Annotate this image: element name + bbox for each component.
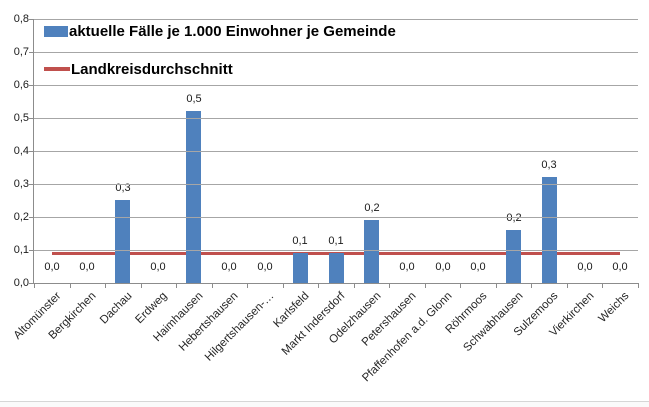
y-tick [29, 151, 34, 152]
bar-value-label: 0,0 [150, 261, 166, 273]
bar-value-label: 0,3 [115, 182, 131, 194]
h-gridline [34, 118, 638, 119]
h-gridline [34, 217, 638, 218]
y-tick-label: 0,5 [13, 112, 29, 124]
x-axis-line [34, 283, 638, 284]
x-tick [212, 283, 213, 288]
y-tick-label: 0,4 [13, 145, 29, 157]
x-tick [247, 283, 248, 288]
y-tick-label: 0,2 [13, 211, 29, 223]
x-tick [567, 283, 568, 288]
bar-value-label: 0,1 [292, 235, 308, 247]
bar-value-label: 0,1 [328, 235, 344, 247]
line-series-label: Landkreisdurchschnitt [71, 60, 233, 78]
bar [364, 220, 379, 283]
x-tick [531, 283, 532, 288]
y-tick-label: 0,0 [13, 277, 29, 289]
h-gridline [34, 250, 638, 251]
h-gridline [34, 85, 638, 86]
bar [506, 230, 521, 283]
bar-value-label: 0,0 [257, 261, 273, 273]
y-tick [29, 250, 34, 251]
y-tick-label: 0,1 [13, 244, 29, 256]
bar-value-label: 0,5 [186, 93, 202, 105]
y-tick-label: 0,6 [13, 79, 29, 91]
x-tick [425, 283, 426, 288]
x-tick [460, 283, 461, 288]
legend-item-average: Landkreisdurchschnitt [44, 60, 233, 78]
category-label: Weichs [596, 290, 632, 326]
y-tick [29, 217, 34, 218]
x-tick [389, 283, 390, 288]
x-tick [283, 283, 284, 288]
bar-series-swatch-icon [44, 25, 68, 37]
bar [186, 111, 201, 283]
y-tick [29, 184, 34, 185]
x-tick [105, 283, 106, 288]
x-tick [602, 283, 603, 288]
x-tick [141, 283, 142, 288]
bar [115, 200, 130, 283]
x-tick [70, 283, 71, 288]
window-bottom-edge [0, 401, 649, 402]
h-gridline [34, 19, 638, 20]
bar-value-label: 0,0 [79, 261, 95, 273]
bar-value-label: 0,0 [44, 261, 60, 273]
bar-value-label: 0,0 [399, 261, 415, 273]
bar-value-label: 0,3 [541, 159, 557, 171]
y-tick [29, 52, 34, 53]
bar-value-label: 0,0 [435, 261, 451, 273]
x-tick [354, 283, 355, 288]
y-tick [29, 19, 34, 20]
bar-value-label: 0,0 [470, 261, 486, 273]
x-tick [318, 283, 319, 288]
bar [329, 253, 344, 283]
y-tick-label: 0,7 [13, 46, 29, 58]
x-tick [176, 283, 177, 288]
h-gridline [34, 52, 638, 53]
h-gridline [34, 151, 638, 152]
x-tick [638, 283, 639, 288]
x-tick [34, 283, 35, 288]
y-tick-label: 0,8 [13, 13, 29, 25]
bar-series-label: aktuelle Fälle je 1.000 Einwohner je Gem… [69, 22, 396, 40]
bar-value-label: 0,0 [612, 261, 628, 273]
y-tick [29, 283, 34, 284]
y-tick-label: 0,3 [13, 178, 29, 190]
category-label: Hilgertshausen-… [202, 290, 277, 364]
legend-item-cases: aktuelle Fälle je 1.000 Einwohner je Gem… [44, 22, 396, 40]
y-tick [29, 118, 34, 119]
category-label: Dachau [97, 290, 135, 327]
category-label: Markt Indersdorf [279, 290, 348, 358]
bar [293, 253, 308, 283]
bar-value-label: 0,2 [506, 212, 522, 224]
line-series-swatch-icon [44, 67, 70, 71]
h-gridline [34, 184, 638, 185]
window-bottom-strip [0, 402, 649, 407]
bar-value-label: 0,0 [221, 261, 237, 273]
bar [542, 177, 557, 283]
y-tick [29, 85, 34, 86]
bar-value-label: 0,0 [577, 261, 593, 273]
x-tick [496, 283, 497, 288]
bar-value-label: 0,2 [364, 202, 380, 214]
